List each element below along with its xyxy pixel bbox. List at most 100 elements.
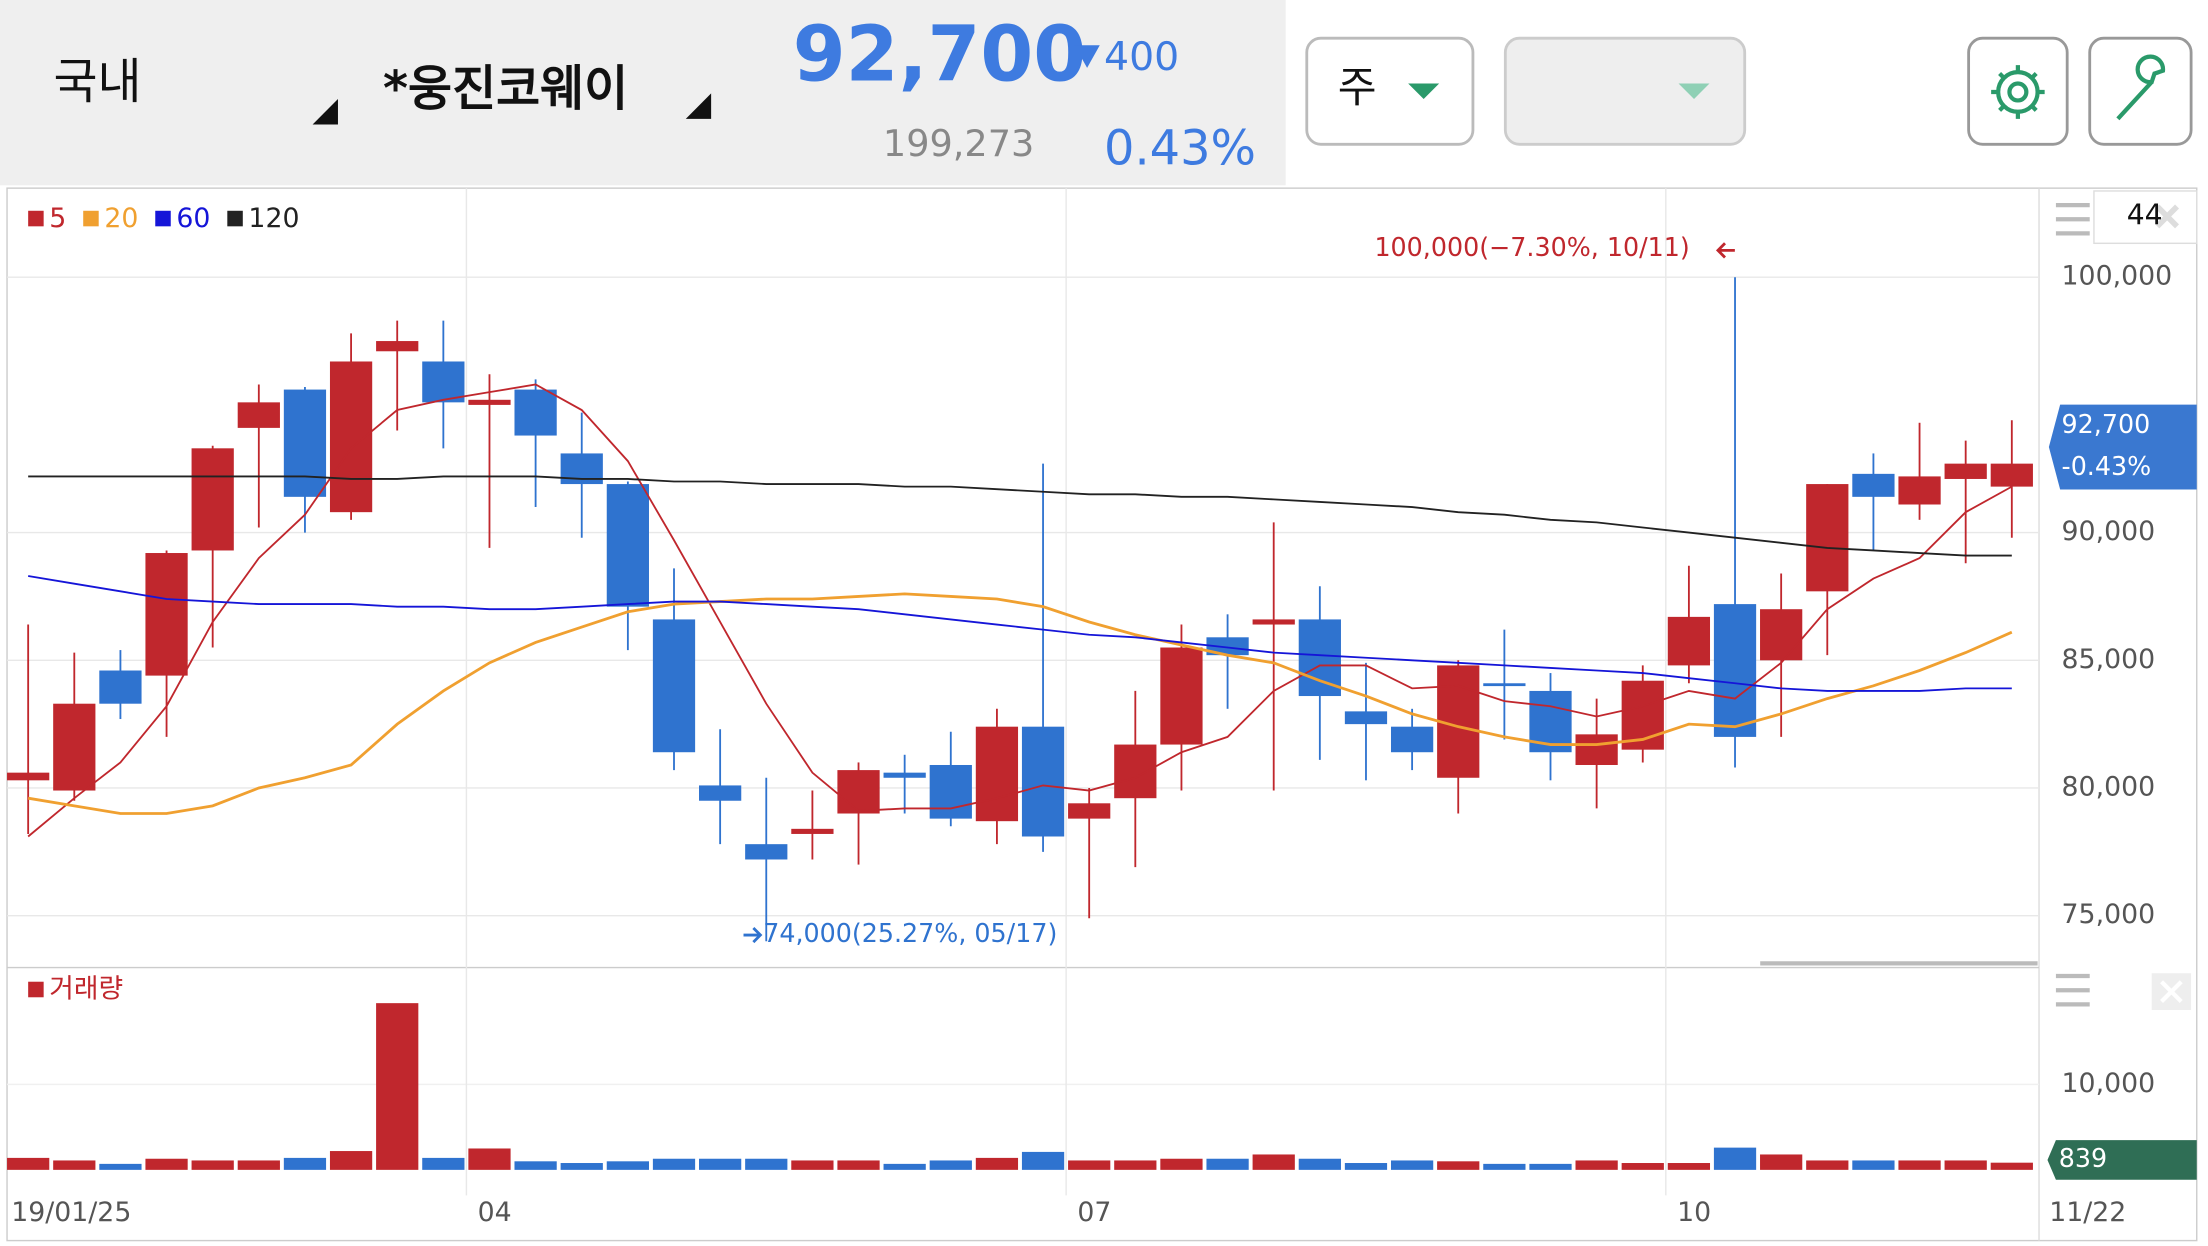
trade-volume: 199,273 [883,122,1034,165]
y-tick-label: 80,000 [2062,771,2156,802]
volume-bar [1114,1160,1157,1170]
settings-button[interactable] [1967,36,2069,146]
volume-bar [1806,1160,1849,1170]
candle-body [1990,463,2033,487]
volume-bar [468,1148,511,1170]
candle-body [975,726,1019,822]
close-icon[interactable] [2155,204,2180,229]
candle-body [606,484,649,607]
candle-body [837,770,880,814]
ma-line [27,383,2013,838]
candle-body [1944,463,1987,479]
legend-swatch [83,210,99,227]
option-dropdown[interactable] [1503,36,1747,146]
stock-name[interactable]: *웅진코웨이 [383,61,628,117]
menu-icon[interactable] [2055,202,2090,1007]
candle-body [1575,734,1618,765]
candle-body [283,389,327,497]
gear-icon [1991,65,2045,119]
price-tag-value: 92,700 [2062,409,2151,439]
volume-tag-value: 839 [2059,1143,2107,1173]
volume-bar [1667,1163,1711,1170]
candle-body [1114,744,1157,799]
volume-bar [1575,1160,1618,1170]
volume-bar [1529,1163,1572,1170]
candle-body [1160,647,1203,745]
close-icon [2160,980,2183,1004]
volume-bar [1990,1162,2033,1170]
count-box[interactable] [2093,190,2198,245]
candle-body [53,703,96,791]
legend-label: 20 [104,203,138,234]
candle-body [1206,637,1249,656]
dropdown-icon [312,99,338,125]
price: 92,700 [793,9,1086,98]
volume-bar [745,1158,788,1170]
low-annotation: 74,000(25.27%, 05/17) [763,918,1057,948]
volume-bar [376,1003,419,1170]
volume-legend: 거래량 [49,974,123,1005]
legend-swatch [28,981,44,998]
candle-body [1852,473,1895,497]
period: 주 [1338,63,1377,112]
candle-body [1713,604,1757,737]
legend-label: 120 [248,203,299,234]
candle-body [1390,726,1434,753]
volume-bar [1206,1158,1249,1170]
volume-bar [1852,1160,1895,1170]
volume-bar [837,1160,880,1170]
candle-body [1483,683,1526,687]
volume-bar [1160,1158,1203,1170]
high-annotation: 100,000(−7.30%, 10/11) [1374,232,1689,262]
y-tick-label: 10,000 [2062,1068,2156,1099]
candle-body [1021,726,1065,837]
volume-bar [1621,1163,1664,1170]
x-tick-label: 11/22 [2049,1197,2126,1228]
legend-swatch [155,210,171,227]
volume-bar [1483,1163,1526,1170]
x-tick-label: 07 [1077,1197,1111,1228]
volume-bar [1344,1163,1388,1170]
candle-body [791,828,834,834]
candle-body [422,361,465,403]
legend-label: 60 [176,203,210,234]
volume-bar [975,1157,1019,1170]
volume-bar [1021,1151,1065,1170]
volume-bar [652,1158,696,1170]
change: 400 [1104,34,1179,80]
candle-body [1806,484,1849,592]
volume-bar [145,1158,188,1170]
y-tick-label: 100,000 [2062,261,2173,292]
price-tag-rate: -0.43% [2062,451,2152,481]
volume-bar [1298,1158,1341,1170]
dropdown-icon [1408,83,1440,100]
volume-bar [422,1157,465,1170]
chart-frame [6,187,2198,1242]
x-tick-label: 10 [1677,1197,1711,1228]
volume-bar [7,1157,50,1170]
candle-body [1667,616,1711,666]
legend-swatch [227,210,243,227]
candle-body [1898,476,1941,505]
ma-line [28,475,2012,557]
down-icon [1074,45,1100,68]
candle-body [7,772,50,781]
volume-tag [2047,1140,2197,1180]
price-tag [2048,404,2197,490]
candle-body [699,785,742,801]
wrench-icon [2116,54,2166,121]
header-bg [0,0,1286,186]
y-tick-label: 90,000 [2062,516,2156,547]
candle-body [468,399,511,405]
volume-bar [883,1163,926,1170]
plot: 75,000 80,000 85,000 90,000 100,000 10,000 19/… [7,188,2172,1228]
candle-body [99,670,142,704]
volume-bar [514,1161,557,1170]
period-dropdown[interactable] [1305,36,1475,146]
arrow-icon [743,926,763,944]
volume-bar [1068,1160,1111,1170]
volume-bar [1713,1147,1757,1170]
market[interactable]: 국내 [54,54,142,110]
x-tick-label: 19/01/25 [11,1197,131,1228]
dropdown-icon [685,93,712,119]
